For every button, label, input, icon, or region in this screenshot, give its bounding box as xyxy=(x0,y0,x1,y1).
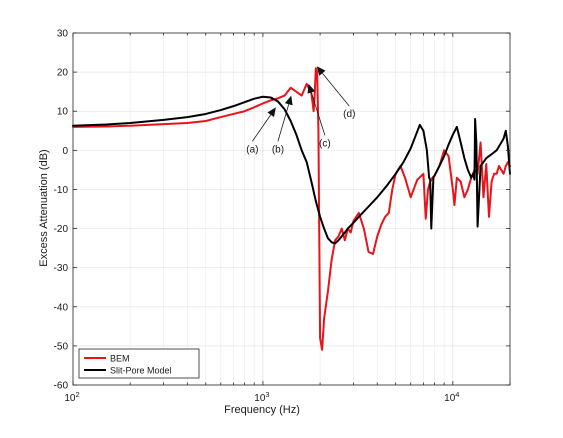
x-axis-label: Frequency (Hz) xyxy=(224,404,300,416)
legend-items: BEM Slit-Pore Model xyxy=(84,354,172,376)
annotation-arrowhead xyxy=(307,83,316,94)
y-axis-label: Excess Attenuation (dB) xyxy=(38,149,50,266)
x-tick-label: 104 xyxy=(444,390,459,404)
annotation-arrow-line xyxy=(322,72,350,107)
y-tick-label: 20 xyxy=(57,68,69,79)
grid-lines xyxy=(72,32,511,386)
legend: BEM Slit-Pore Model xyxy=(78,348,200,379)
plot-frame xyxy=(72,32,511,386)
annotation-label: (c) xyxy=(319,138,331,149)
y-tick-label: -30 xyxy=(54,263,69,274)
annotation-arrowhead xyxy=(316,66,326,76)
annotation-label: (a) xyxy=(246,144,258,155)
y-tick-label: 10 xyxy=(57,107,69,118)
y-tick-label: -50 xyxy=(54,341,69,352)
y-tick-label: 0 xyxy=(62,146,68,157)
axis-ticks xyxy=(72,32,511,386)
plot-area xyxy=(73,33,510,385)
annotation-label: (d) xyxy=(343,109,355,120)
x-tick-label: 102 xyxy=(64,390,79,404)
annotation-arrow-line xyxy=(310,92,326,136)
annotation-layer: (a) (b) (c) (d) xyxy=(246,66,355,155)
y-tick-label: -60 xyxy=(54,381,69,392)
y-tick-label: -20 xyxy=(54,224,69,235)
y-tick-label: -10 xyxy=(54,185,69,196)
annotation-arrow-line xyxy=(277,104,290,142)
series-layer xyxy=(72,67,511,351)
legend-label: Slit-Pore Model xyxy=(110,366,172,376)
y-tick-label: 30 xyxy=(57,29,69,40)
legend-box xyxy=(78,348,200,379)
legend-label: BEM xyxy=(110,354,130,364)
series-line-slit-pore-model xyxy=(72,95,511,245)
annotation-label: (b) xyxy=(272,144,284,155)
y-tick-label: -40 xyxy=(54,302,69,313)
annotation-arrowhead xyxy=(284,95,293,106)
annotation-arrowhead xyxy=(267,107,276,117)
x-tick-label: 103 xyxy=(254,390,269,404)
annotation-arrow-line xyxy=(252,114,272,142)
